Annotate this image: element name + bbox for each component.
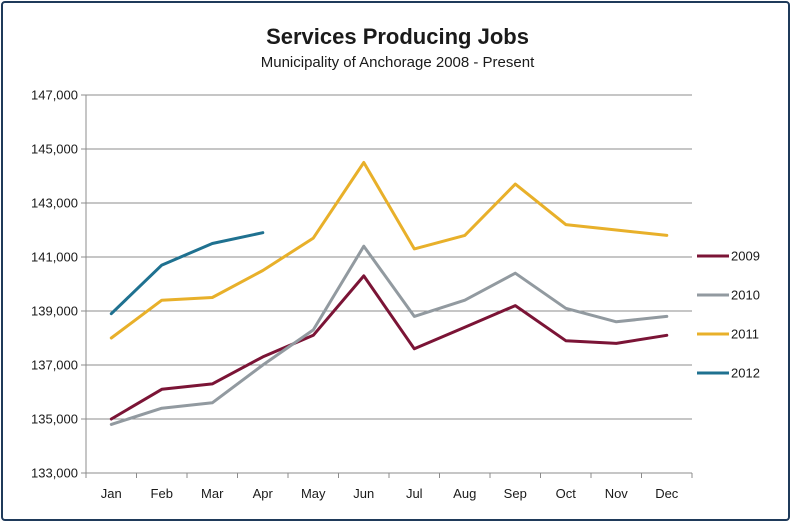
series-line-2012 — [109, 231, 265, 316]
y-tick-label: 133,000 — [31, 466, 78, 481]
x-tick-label: Jul — [406, 486, 423, 501]
x-tick-label: Jan — [101, 486, 122, 501]
x-tick-label: Feb — [151, 486, 173, 501]
y-tick-label: 139,000 — [31, 304, 78, 319]
x-tick-label: May — [301, 486, 326, 501]
x-tick-label: Oct — [556, 486, 577, 501]
line-chart: 133,000 135,000 137,000 139,000 141,000 143,0… — [31, 88, 760, 502]
x-tick-label: Aug — [453, 486, 476, 501]
x-tick-label: Dec — [655, 486, 679, 501]
y-tick-label: 141,000 — [31, 250, 78, 265]
series-line-2011 — [109, 161, 669, 340]
y-tick-label: 137,000 — [31, 358, 78, 373]
series-line-2009 — [109, 274, 669, 421]
legend-label-2009: 2009 — [731, 249, 760, 264]
series-line-2010 — [109, 244, 669, 426]
x-tick-label: Sep — [504, 486, 527, 501]
x-tick-label: Mar — [201, 486, 224, 501]
x-tick-label: Nov — [605, 486, 629, 501]
chart-title: Services Producing Jobs — [266, 24, 529, 49]
legend-label-2011: 2011 — [731, 327, 759, 342]
legend-label-2010: 2010 — [731, 288, 760, 303]
y-tick-label: 135,000 — [31, 412, 78, 427]
chart-subtitle: Municipality of Anchorage 2008 - Present — [260, 54, 535, 71]
x-tick-label: Apr — [253, 486, 274, 501]
y-tick-label: 147,000 — [31, 88, 78, 103]
y-tick-label: 143,000 — [31, 196, 78, 211]
y-tick-label: 145,000 — [31, 142, 78, 157]
legend-label-2012: 2012 — [731, 366, 760, 381]
x-tick-label: Jun — [353, 486, 374, 501]
